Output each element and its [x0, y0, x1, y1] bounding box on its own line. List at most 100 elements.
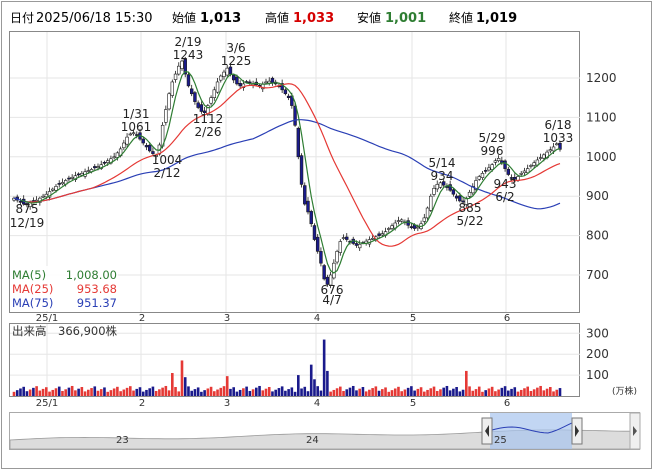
candle-body — [44, 193, 49, 198]
volume-bar — [261, 390, 265, 396]
candle-body — [199, 104, 204, 112]
month-label: 5 — [410, 398, 416, 409]
candle-body — [212, 89, 217, 98]
candle-body — [522, 170, 527, 174]
volume-bar — [364, 391, 368, 396]
candle-body — [380, 233, 385, 236]
volume-bar — [284, 390, 287, 396]
volume-bar — [135, 388, 139, 396]
ma5-line — [20, 70, 561, 274]
navigator-label-25: 25 — [494, 435, 507, 446]
volume-bar — [445, 385, 449, 396]
volume-bar — [151, 386, 155, 396]
month-label: 5 — [410, 313, 416, 324]
price-tick-label: 1000 — [586, 150, 617, 164]
volume-bar — [112, 388, 116, 396]
annotation-value: 885 — [459, 201, 482, 215]
close-label: 終値 — [449, 10, 473, 25]
candle-body — [93, 166, 97, 169]
volume-bar — [345, 389, 349, 396]
candle-body — [474, 180, 478, 190]
volume-bar — [255, 387, 258, 396]
candle-body — [238, 83, 242, 87]
volume-bar — [510, 388, 513, 396]
volume-bar — [116, 386, 119, 396]
candle-body — [286, 95, 291, 99]
volume-bar — [545, 388, 549, 396]
candle-body — [105, 160, 110, 164]
candle-body — [76, 173, 81, 176]
candle-body — [241, 83, 246, 88]
high-value: 1,033 — [293, 11, 334, 26]
candle-body — [222, 71, 226, 77]
volume-label: 出来高 — [12, 324, 47, 338]
volume-bar — [87, 389, 90, 396]
volume-bar — [96, 390, 100, 396]
candle-body — [57, 183, 61, 185]
volume-bar — [125, 387, 129, 396]
ma25-line — [26, 83, 561, 247]
volume-bar — [77, 388, 80, 396]
volume-bar — [106, 391, 109, 396]
volume-bar — [238, 389, 242, 396]
volume-bar — [497, 389, 500, 396]
volume-bar — [448, 390, 452, 396]
annotation-value: 1243 — [173, 48, 204, 62]
candle-body — [341, 237, 346, 239]
candle-body — [422, 217, 427, 222]
candle-body — [173, 73, 178, 80]
volume-bar — [374, 386, 378, 396]
navigator-right-handle[interactable] — [571, 417, 583, 445]
volume-x-axis: 25/1 2 3 4 5 6 — [36, 398, 510, 409]
annotation-value: 1061 — [121, 120, 152, 134]
volume-panel — [9, 323, 580, 397]
volume-bar — [213, 391, 216, 396]
volume-bar — [558, 388, 562, 396]
candle-body — [215, 81, 220, 93]
legend-ma5-label: MA(5) — [12, 268, 46, 282]
volume-bar — [539, 385, 542, 396]
candle-body — [60, 182, 65, 185]
candle-body — [164, 109, 168, 123]
legend-ma5-value: 1,008.00 — [66, 268, 117, 282]
volume-bar — [32, 387, 35, 396]
low-value: 1,001 — [385, 11, 426, 26]
volume-bar — [271, 391, 274, 396]
candle-body — [471, 186, 475, 194]
candle-body — [206, 105, 210, 115]
candle-body — [147, 144, 152, 152]
candle-body — [542, 154, 546, 159]
candle-body — [303, 185, 307, 205]
annotation-date: 2/12 — [154, 166, 181, 180]
volume-bar — [196, 387, 200, 396]
volume-bar — [229, 388, 232, 396]
volume-bar — [12, 391, 16, 396]
volume-bar — [83, 391, 87, 396]
candle-body — [293, 105, 297, 126]
candle-body — [399, 219, 404, 222]
price-tick-label: 800 — [586, 229, 609, 243]
candle-body — [493, 160, 498, 163]
volume-bar — [225, 376, 229, 396]
candle-body — [551, 146, 556, 152]
navigator-left-handle[interactable] — [481, 417, 493, 445]
candle-body — [377, 233, 381, 236]
volume-bar — [280, 386, 284, 396]
date-label: 日付 — [10, 11, 34, 25]
chevron-right-icon — [575, 425, 579, 437]
volume-bar — [251, 389, 255, 396]
volume-bar — [397, 386, 400, 396]
volume-bar — [174, 387, 177, 396]
volume-bar — [167, 390, 171, 396]
high-label: 高値 — [265, 10, 289, 25]
volume-bar — [51, 389, 55, 396]
navigator-selection[interactable] — [490, 413, 572, 449]
volume-tick-label: 200 — [586, 347, 609, 361]
volume-bar — [180, 360, 184, 396]
volume-bar — [297, 375, 300, 396]
candle-body — [180, 60, 184, 69]
range-navigator[interactable]: 23 24 25 — [9, 412, 641, 450]
candle-body — [429, 195, 433, 211]
candle-body — [483, 170, 488, 172]
volume-bar — [516, 391, 520, 396]
